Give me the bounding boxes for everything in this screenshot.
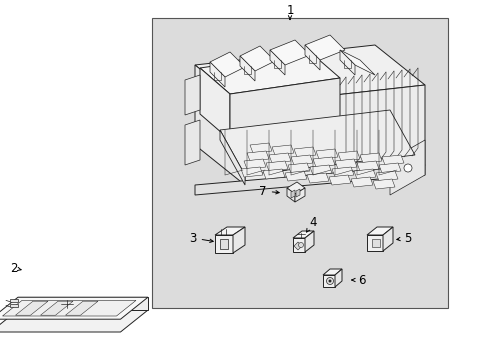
Polygon shape [209,62,224,87]
Polygon shape [312,157,334,167]
Polygon shape [294,188,305,202]
Text: 3: 3 [189,231,213,244]
Polygon shape [323,269,341,275]
Polygon shape [305,45,319,70]
Polygon shape [359,153,381,163]
Polygon shape [229,78,339,140]
Circle shape [403,164,411,172]
Polygon shape [10,299,18,302]
Polygon shape [220,130,244,185]
Polygon shape [328,175,350,185]
Polygon shape [65,301,98,315]
Polygon shape [356,161,378,171]
Polygon shape [244,85,424,185]
Polygon shape [292,238,305,252]
Circle shape [326,278,333,284]
Polygon shape [305,35,345,60]
Circle shape [328,280,330,282]
Polygon shape [323,275,334,287]
Polygon shape [184,75,200,115]
Polygon shape [381,155,403,165]
Text: 4: 4 [306,216,316,232]
Polygon shape [209,52,244,77]
Polygon shape [16,301,48,315]
Polygon shape [378,163,400,173]
Polygon shape [263,169,285,179]
Polygon shape [200,52,339,94]
Polygon shape [293,147,315,157]
Polygon shape [366,227,392,235]
Polygon shape [375,171,397,181]
Polygon shape [350,177,372,187]
Polygon shape [220,239,227,249]
Polygon shape [246,151,268,161]
Polygon shape [195,65,244,185]
Polygon shape [215,235,232,253]
Polygon shape [240,46,274,71]
Polygon shape [152,18,447,308]
Text: 6: 6 [351,274,365,287]
Polygon shape [2,300,136,316]
Polygon shape [200,68,229,140]
Polygon shape [334,159,356,169]
Polygon shape [366,235,382,251]
Polygon shape [382,227,392,251]
Polygon shape [389,140,424,195]
Polygon shape [372,179,394,189]
Polygon shape [271,145,293,155]
Polygon shape [309,165,331,175]
Polygon shape [220,110,414,175]
Polygon shape [195,165,424,195]
Polygon shape [18,297,148,310]
Polygon shape [290,155,312,165]
Polygon shape [286,188,294,202]
Text: 2: 2 [10,261,21,274]
Polygon shape [0,297,148,319]
Polygon shape [269,50,285,75]
Polygon shape [41,301,73,315]
Polygon shape [285,171,306,181]
Polygon shape [10,304,18,307]
Polygon shape [240,56,254,81]
Polygon shape [293,242,302,250]
Polygon shape [269,40,309,65]
Polygon shape [232,227,244,253]
Polygon shape [295,189,299,197]
Polygon shape [339,50,374,75]
Text: 7: 7 [259,185,279,198]
Polygon shape [195,45,424,105]
Polygon shape [215,227,244,235]
Polygon shape [353,169,375,179]
Polygon shape [265,161,287,171]
Polygon shape [287,163,309,173]
Polygon shape [286,182,305,194]
Polygon shape [337,151,359,161]
Polygon shape [290,190,294,198]
Polygon shape [305,231,313,252]
Polygon shape [306,173,328,183]
Polygon shape [184,120,200,165]
Polygon shape [249,143,271,153]
Polygon shape [331,167,353,177]
Polygon shape [0,310,148,332]
Polygon shape [371,239,379,247]
Polygon shape [268,153,290,163]
Polygon shape [315,149,337,159]
Text: 1: 1 [285,4,293,19]
Polygon shape [241,167,263,177]
Polygon shape [292,231,313,238]
Polygon shape [334,269,341,287]
Text: 5: 5 [396,231,411,244]
Polygon shape [244,159,265,169]
Polygon shape [339,50,354,75]
Circle shape [298,243,303,248]
